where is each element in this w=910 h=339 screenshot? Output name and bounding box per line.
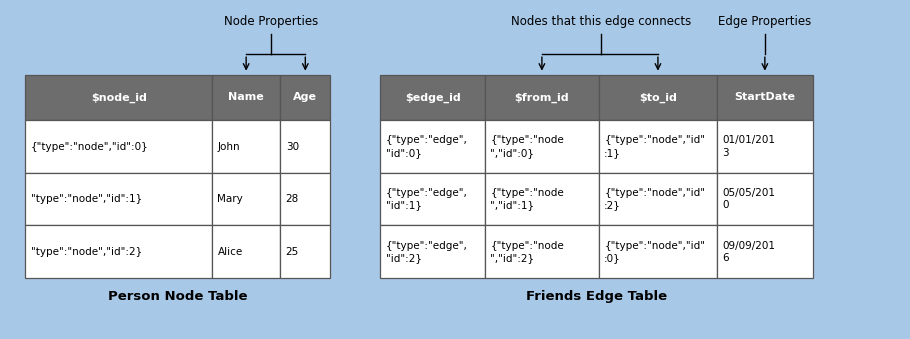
Text: {"type":"node
","id":0}: {"type":"node ","id":0} <box>490 135 564 158</box>
Text: Node Properties: Node Properties <box>224 15 318 28</box>
Text: {"type":"edge",
"id":1}: {"type":"edge", "id":1} <box>386 188 468 211</box>
Text: {"type":"edge",
"id":0}: {"type":"edge", "id":0} <box>386 135 468 158</box>
Bar <box>212 173 280 225</box>
Bar <box>280 75 330 120</box>
Text: {"type":"node
","id":1}: {"type":"node ","id":1} <box>490 188 564 211</box>
Bar <box>25 120 212 173</box>
Text: {"type":"node","id":0}: {"type":"node","id":0} <box>31 142 148 152</box>
Bar <box>212 75 280 120</box>
Bar <box>717 120 813 173</box>
Bar <box>717 225 813 278</box>
Text: 30: 30 <box>286 142 298 152</box>
Text: {"type":"node
","id":2}: {"type":"node ","id":2} <box>490 240 564 263</box>
Text: {"type":"node","id"
:0}: {"type":"node","id" :0} <box>604 240 705 263</box>
Text: Name: Name <box>228 93 264 102</box>
Text: Age: Age <box>293 93 318 102</box>
Text: $from_id: $from_id <box>514 92 570 103</box>
Text: Nodes that this edge connects: Nodes that this edge connects <box>511 15 692 28</box>
Text: 25: 25 <box>286 247 299 257</box>
Text: Person Node Table: Person Node Table <box>108 290 248 303</box>
Text: $to_id: $to_id <box>639 92 677 103</box>
Bar <box>485 173 599 225</box>
Text: 01/01/201
3: 01/01/201 3 <box>723 135 775 158</box>
Bar <box>380 120 485 173</box>
Text: "type":"node","id":2}: "type":"node","id":2} <box>31 247 142 257</box>
Bar <box>599 120 717 173</box>
Text: 05/05/201
0: 05/05/201 0 <box>723 188 775 211</box>
Bar <box>599 75 717 120</box>
Bar <box>280 173 330 225</box>
Bar <box>212 120 280 173</box>
Bar <box>25 173 212 225</box>
Bar <box>280 225 330 278</box>
Bar <box>25 225 212 278</box>
Bar <box>717 173 813 225</box>
Text: Alice: Alice <box>217 247 243 257</box>
Bar <box>380 173 485 225</box>
Bar <box>485 75 599 120</box>
Text: John: John <box>217 142 240 152</box>
Bar <box>212 225 280 278</box>
Text: {"type":"node","id"
:1}: {"type":"node","id" :1} <box>604 135 705 158</box>
Text: {"type":"edge",
"id":2}: {"type":"edge", "id":2} <box>386 240 468 263</box>
Bar <box>25 75 212 120</box>
Text: StartDate: StartDate <box>734 93 795 102</box>
Text: Friends Edge Table: Friends Edge Table <box>526 290 667 303</box>
Bar <box>599 173 717 225</box>
Text: Mary: Mary <box>217 194 243 204</box>
Text: "type":"node","id":1}: "type":"node","id":1} <box>31 194 142 204</box>
Text: 09/09/201
6: 09/09/201 6 <box>723 240 775 263</box>
Bar <box>485 225 599 278</box>
Text: $edge_id: $edge_id <box>405 92 460 103</box>
Text: $node_id: $node_id <box>91 92 147 103</box>
Bar <box>380 75 485 120</box>
Bar <box>380 225 485 278</box>
Bar <box>485 120 599 173</box>
Text: {"type":"node","id"
:2}: {"type":"node","id" :2} <box>604 188 705 211</box>
Bar <box>280 120 330 173</box>
Bar <box>717 75 813 120</box>
Bar <box>599 225 717 278</box>
Text: 28: 28 <box>286 194 299 204</box>
Text: Edge Properties: Edge Properties <box>718 15 812 28</box>
